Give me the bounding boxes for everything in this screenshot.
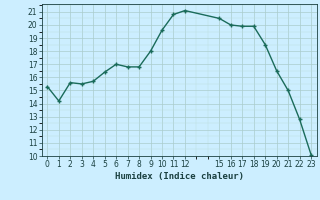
X-axis label: Humidex (Indice chaleur): Humidex (Indice chaleur) — [115, 172, 244, 181]
